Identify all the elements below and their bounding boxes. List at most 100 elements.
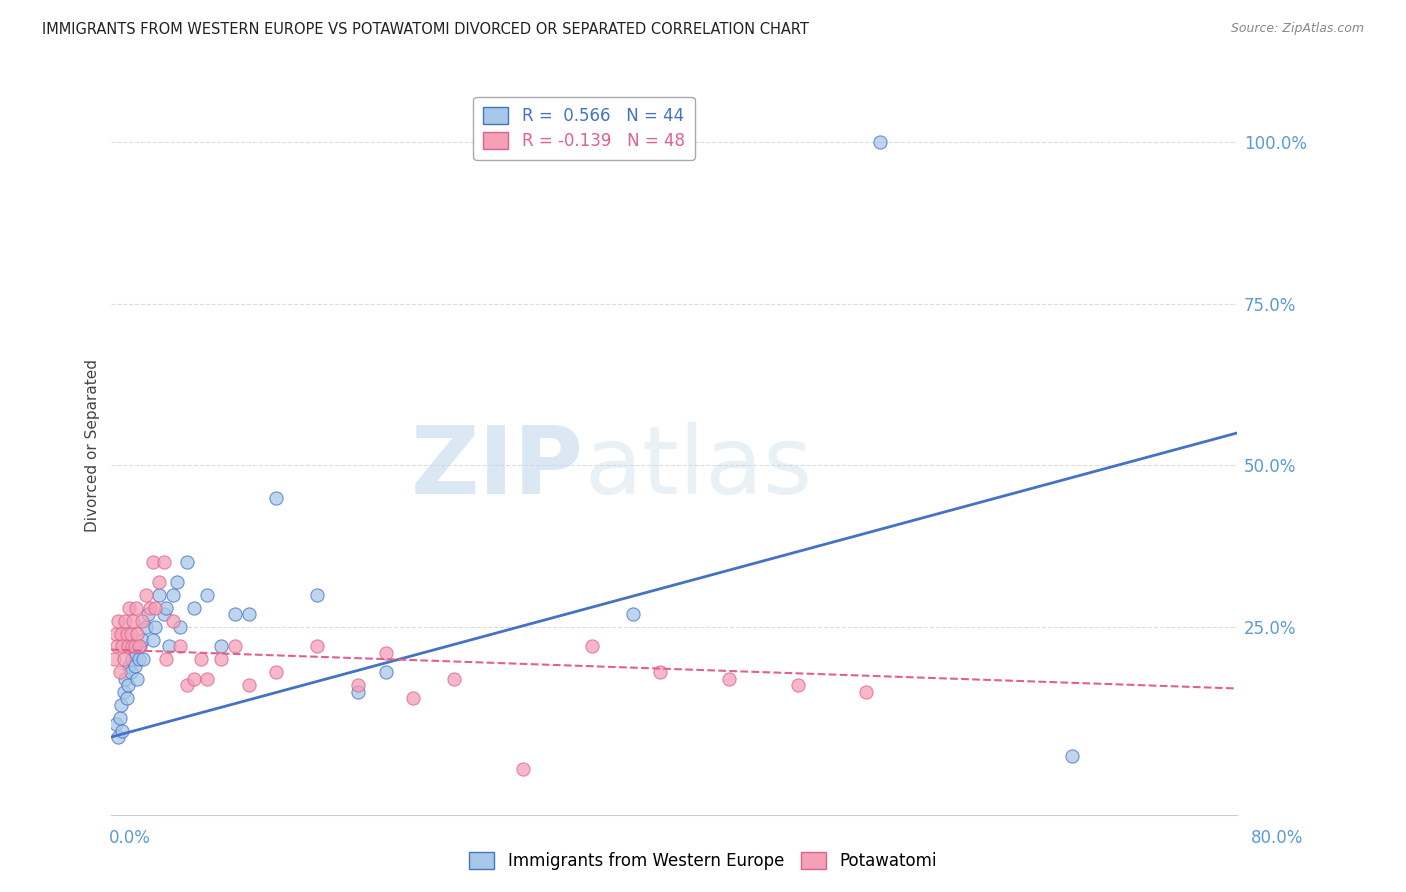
Text: IMMIGRANTS FROM WESTERN EUROPE VS POTAWATOMI DIVORCED OR SEPARATED CORRELATION C: IMMIGRANTS FROM WESTERN EUROPE VS POTAWA… <box>42 22 808 37</box>
Point <box>209 652 232 666</box>
Point <box>115 691 138 706</box>
Point <box>108 665 131 680</box>
Point <box>104 626 127 640</box>
Point <box>115 626 138 640</box>
Point <box>183 672 205 686</box>
Point <box>169 620 191 634</box>
Point <box>152 607 174 621</box>
Point <box>120 626 142 640</box>
Point <box>118 600 141 615</box>
Point <box>166 574 188 589</box>
Point <box>162 614 184 628</box>
Point <box>121 640 143 654</box>
Legend: R =  0.566   N = 44, R = -0.139   N = 48: R = 0.566 N = 44, R = -0.139 N = 48 <box>474 97 695 160</box>
Point <box>128 652 150 666</box>
Point <box>155 652 177 666</box>
Point <box>142 632 165 647</box>
Point <box>108 710 131 724</box>
Point <box>129 640 152 654</box>
Point <box>117 678 139 692</box>
Point <box>142 555 165 569</box>
Point <box>209 640 232 654</box>
Text: 0.0%: 0.0% <box>108 829 150 847</box>
Point <box>138 607 160 621</box>
Point <box>1060 749 1083 764</box>
Point <box>786 678 808 692</box>
Point <box>148 574 170 589</box>
Point <box>110 698 132 712</box>
Point <box>125 600 148 615</box>
Point <box>176 555 198 569</box>
Point <box>127 672 149 686</box>
Point <box>131 614 153 628</box>
Point <box>122 640 145 654</box>
Point <box>112 684 135 698</box>
Point <box>118 658 141 673</box>
Point <box>650 665 672 680</box>
Point <box>132 652 155 666</box>
Point <box>103 652 125 666</box>
Point <box>114 614 136 628</box>
Text: 80.0%: 80.0% <box>1250 829 1303 847</box>
Point <box>111 640 134 654</box>
Point <box>855 684 877 698</box>
Legend: Immigrants from Western Europe, Potawatomi: Immigrants from Western Europe, Potawato… <box>463 845 943 877</box>
Point <box>143 600 166 615</box>
Point <box>581 640 603 654</box>
Point <box>347 684 370 698</box>
Point <box>120 665 142 680</box>
Point <box>347 678 370 692</box>
Point <box>143 620 166 634</box>
Text: ZIP: ZIP <box>411 422 583 514</box>
Point <box>139 600 162 615</box>
Point <box>124 658 146 673</box>
Point <box>135 620 157 634</box>
Point <box>183 600 205 615</box>
Point <box>122 614 145 628</box>
Point <box>176 678 198 692</box>
Point <box>238 678 260 692</box>
Point <box>307 588 329 602</box>
Point <box>224 607 246 621</box>
Point <box>374 646 396 660</box>
Point <box>107 614 129 628</box>
Point <box>105 640 128 654</box>
Point <box>152 555 174 569</box>
Point <box>224 640 246 654</box>
Point <box>104 717 127 731</box>
Point <box>148 588 170 602</box>
Point <box>169 640 191 654</box>
Point <box>111 723 134 738</box>
Y-axis label: Divorced or Separated: Divorced or Separated <box>86 359 100 533</box>
Point <box>107 730 129 744</box>
Point <box>125 646 148 660</box>
Point <box>238 607 260 621</box>
Point <box>114 672 136 686</box>
Point <box>121 652 143 666</box>
Point <box>264 491 287 505</box>
Point <box>135 588 157 602</box>
Point <box>264 665 287 680</box>
Point <box>869 135 891 149</box>
Point <box>402 691 425 706</box>
Point <box>157 640 180 654</box>
Point <box>131 632 153 647</box>
Point <box>155 600 177 615</box>
Point <box>117 640 139 654</box>
Point <box>512 762 534 776</box>
Point <box>374 665 396 680</box>
Point <box>124 640 146 654</box>
Point <box>717 672 740 686</box>
Point <box>190 652 212 666</box>
Point <box>112 652 135 666</box>
Point <box>307 640 329 654</box>
Point <box>443 672 465 686</box>
Point <box>127 626 149 640</box>
Text: atlas: atlas <box>583 422 813 514</box>
Point <box>162 588 184 602</box>
Text: Source: ZipAtlas.com: Source: ZipAtlas.com <box>1230 22 1364 36</box>
Point <box>197 672 219 686</box>
Point <box>197 588 219 602</box>
Point <box>128 640 150 654</box>
Point <box>110 626 132 640</box>
